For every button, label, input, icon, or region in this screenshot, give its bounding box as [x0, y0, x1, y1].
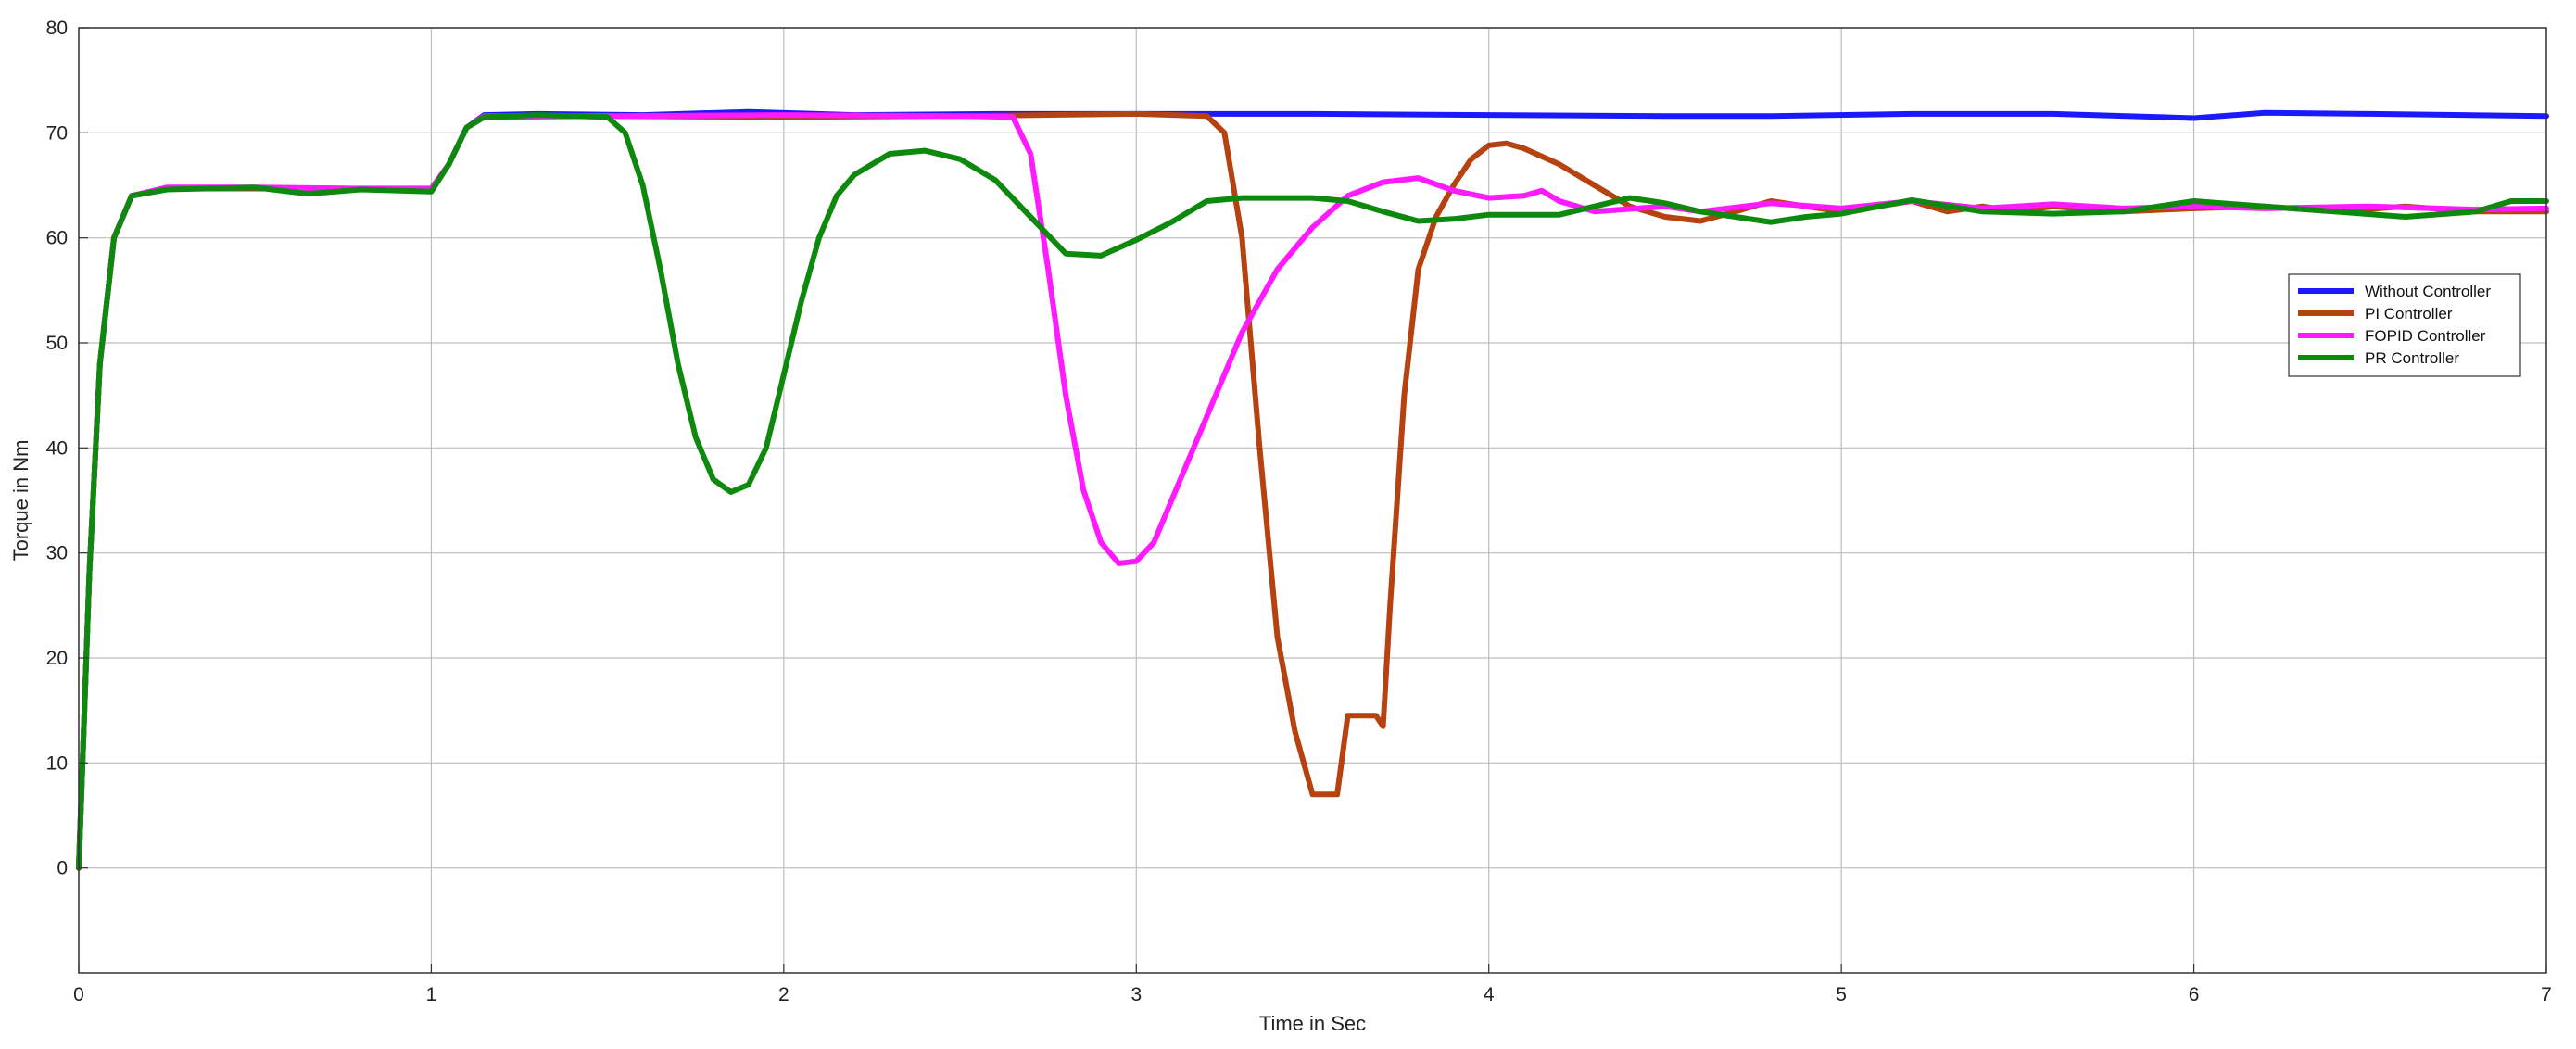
- y-tick-label: 40: [46, 437, 68, 459]
- plot-frame: [78, 27, 2547, 974]
- x-tick-label: 0: [73, 984, 84, 1005]
- y-tick-labels: 0 10 20 30 40 50 60 70 80: [46, 18, 88, 879]
- y-tick-label: 0: [57, 858, 68, 879]
- y-axis-label: Torque in Nm: [9, 440, 32, 562]
- x-tick-label: 6: [2189, 984, 2200, 1005]
- x-tick-label: 7: [2541, 984, 2552, 1005]
- legend: Without Controller PI Controller FOPID Con…: [2288, 273, 2521, 377]
- y-tick-label: 50: [46, 333, 68, 354]
- x-tick-label: 2: [778, 984, 789, 1005]
- legend-label: PI Controller: [2365, 305, 2453, 322]
- x-tick-label: 3: [1130, 984, 1142, 1005]
- x-axis-label: Time in Sec: [1259, 1012, 1366, 1035]
- x-tick-label: 5: [1836, 984, 1847, 1005]
- series-line-4: [76, 112, 2549, 871]
- legend-label: Without Controller: [2365, 283, 2491, 300]
- x-tick-labels: 0 1 2 3 4 5 6 7: [73, 964, 2552, 1005]
- legend-label: PR Controller: [2365, 349, 2459, 367]
- x-tick-label: 4: [1484, 984, 1495, 1005]
- x-tick-label: 1: [426, 984, 437, 1005]
- grid: [78, 27, 2547, 973]
- y-tick-label: 80: [46, 18, 68, 39]
- plot-area: [79, 28, 2546, 973]
- y-tick-label: 20: [46, 648, 68, 669]
- y-tick-label: 10: [46, 752, 68, 774]
- legend-label: FOPID Controller: [2365, 327, 2486, 345]
- y-tick-label: 60: [46, 228, 68, 249]
- series-group: [76, 108, 2549, 871]
- y-tick-label: 30: [46, 543, 68, 564]
- y-tick-label: 70: [46, 122, 68, 144]
